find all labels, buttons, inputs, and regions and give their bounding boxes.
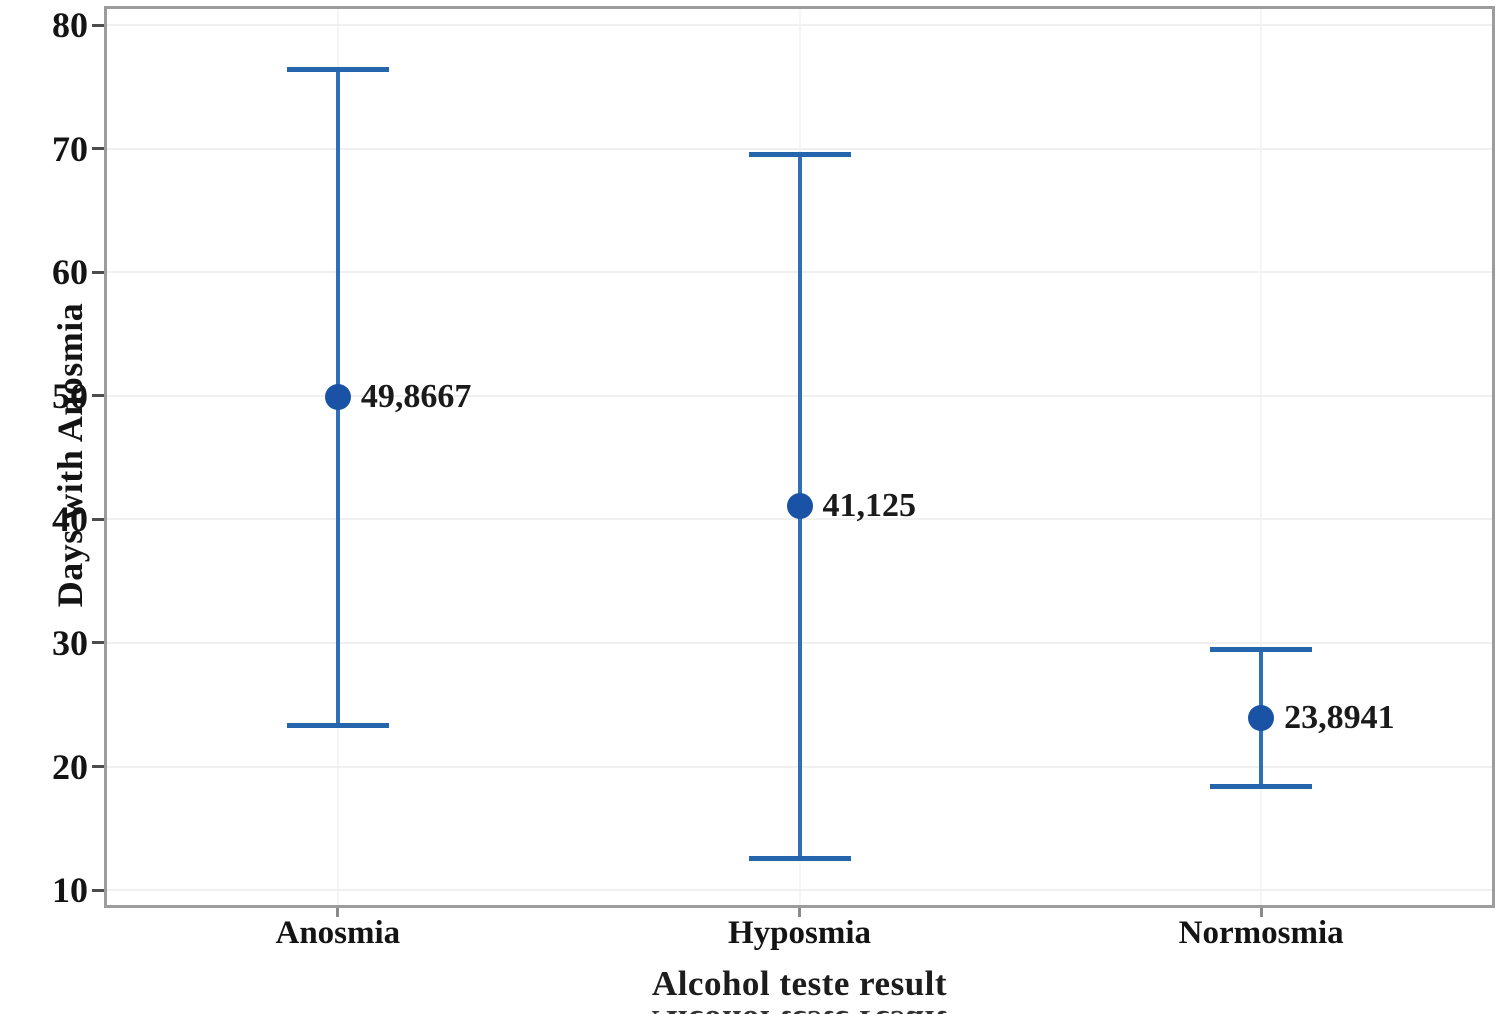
x-tick-mark <box>1259 908 1263 917</box>
data-point-marker <box>1248 705 1275 732</box>
y-tick-label: 10 <box>52 870 88 911</box>
y-tick-label: 40 <box>52 499 88 540</box>
y-tick-mark <box>92 517 104 521</box>
x-tick-mark <box>798 908 801 917</box>
y-tick-label: 80 <box>52 5 88 46</box>
y-tick-label: 20 <box>52 746 88 787</box>
y-tick-mark <box>92 270 104 274</box>
data-point-value-label: 23,8941 <box>1284 699 1395 737</box>
x-axis-title-reflection-text: Alcohol teste result <box>652 1002 947 1014</box>
vertical-gridline <box>1260 9 1263 905</box>
data-point-marker <box>786 492 813 519</box>
y-tick-mark <box>92 641 104 645</box>
error-bar-cap-upper <box>286 67 389 73</box>
x-tick-mark <box>336 908 340 917</box>
x-tick-label: Hyposmia <box>727 915 872 951</box>
error-bar-cap-upper <box>748 152 851 158</box>
y-tick-mark <box>92 23 104 27</box>
error-bar-cap-lower <box>286 723 389 729</box>
data-point-value-label: 41,125 <box>822 486 917 524</box>
error-bar-cap-upper <box>1210 646 1313 652</box>
plot-area: 49,8667 41,125 23,8941 <box>104 6 1495 908</box>
y-tick-mark <box>92 147 104 151</box>
data-point-marker <box>324 384 351 411</box>
x-tick-label: Anosmia <box>275 915 401 951</box>
y-tick-label: 30 <box>52 622 88 663</box>
y-tick-label: 50 <box>52 375 88 416</box>
y-tick-mark <box>92 888 104 892</box>
x-tick-label: Normosmia <box>1178 915 1344 951</box>
horizontal-gridline <box>107 24 1492 27</box>
horizontal-gridline <box>107 889 1492 892</box>
horizontal-gridline <box>107 147 1492 150</box>
x-axis-title-reflection: Alcohol teste result <box>107 1002 1492 1014</box>
y-tick-label: 70 <box>52 128 88 169</box>
y-tick-mark <box>92 765 104 769</box>
error-bar-cap-lower <box>1210 783 1313 789</box>
y-axis-title: Days with Anosmia <box>50 302 90 608</box>
data-point-value-label: 49,8667 <box>360 378 472 416</box>
error-bar-cap-lower <box>748 855 851 861</box>
y-tick-label: 60 <box>52 252 88 293</box>
y-tick-mark <box>92 394 104 398</box>
x-axis-title: Alcohol teste result <box>651 964 948 1003</box>
